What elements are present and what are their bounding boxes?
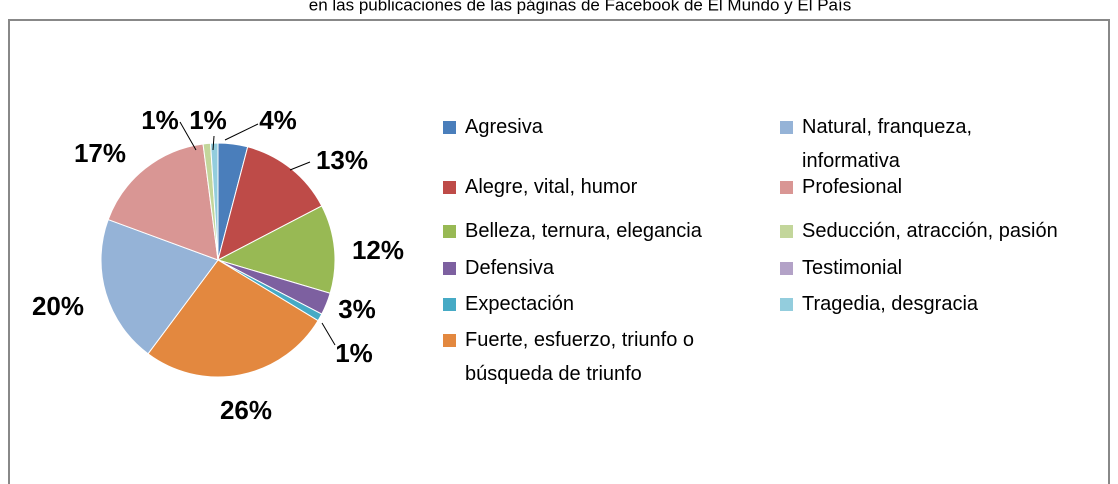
- legend-label: Seducción, atracción, pasión: [802, 220, 1058, 242]
- legend-swatch: [443, 334, 456, 347]
- leader-line: [212, 135, 215, 151]
- data-label: 1%: [335, 338, 373, 368]
- legend-label: Fuerte, esfuerzo, triunfo o búsqueda de …: [465, 329, 695, 385]
- legend-label: Agresiva: [465, 116, 543, 138]
- legend-swatch: [443, 262, 456, 275]
- data-label: 3%: [338, 294, 376, 324]
- legend-swatch: [780, 121, 793, 134]
- legend-label: Natural, franqueza, informativa: [802, 116, 973, 172]
- legend-swatch: [443, 181, 456, 194]
- legend-label: Testimonial: [802, 257, 903, 279]
- legend-label: Expectación: [465, 293, 574, 315]
- legend-label: Defensiva: [465, 257, 554, 279]
- data-label: 20%: [32, 291, 84, 321]
- legend-label: Belleza, ternura, elegancia: [465, 220, 702, 242]
- legend-swatch: [780, 225, 793, 238]
- data-label: 4%: [259, 105, 297, 135]
- legend-label: Alegre, vital, humor: [465, 176, 638, 198]
- data-label: 17%: [74, 138, 126, 168]
- leader-line: [289, 161, 311, 171]
- legend-label: Tragedia, desgracia: [802, 293, 979, 315]
- chart-title: en las publicaciones de las páginas de F…: [309, 0, 851, 14]
- data-label: 26%: [220, 395, 272, 425]
- legend-swatch: [443, 298, 456, 311]
- data-label: 1%: [141, 105, 179, 135]
- leader-line: [179, 121, 197, 151]
- data-label: 1%: [189, 105, 227, 135]
- leader-line: [321, 322, 336, 346]
- frame: [8, 19, 1110, 484]
- legend-swatch: [780, 298, 793, 311]
- legend-swatch: [780, 181, 793, 194]
- pie-slice: [147, 259, 319, 378]
- legend-label: Profesional: [802, 176, 903, 198]
- leader-line: [224, 123, 259, 141]
- pie-slice: [100, 218, 219, 355]
- legend-swatch: [780, 262, 793, 275]
- legend-swatch: [443, 225, 456, 238]
- data-label: 12%: [352, 235, 404, 265]
- pie-slice: [216, 205, 336, 294]
- pie-slice: [209, 142, 219, 261]
- legend-swatch: [443, 121, 456, 134]
- pie-slice: [217, 146, 323, 261]
- data-label: 13%: [316, 145, 368, 175]
